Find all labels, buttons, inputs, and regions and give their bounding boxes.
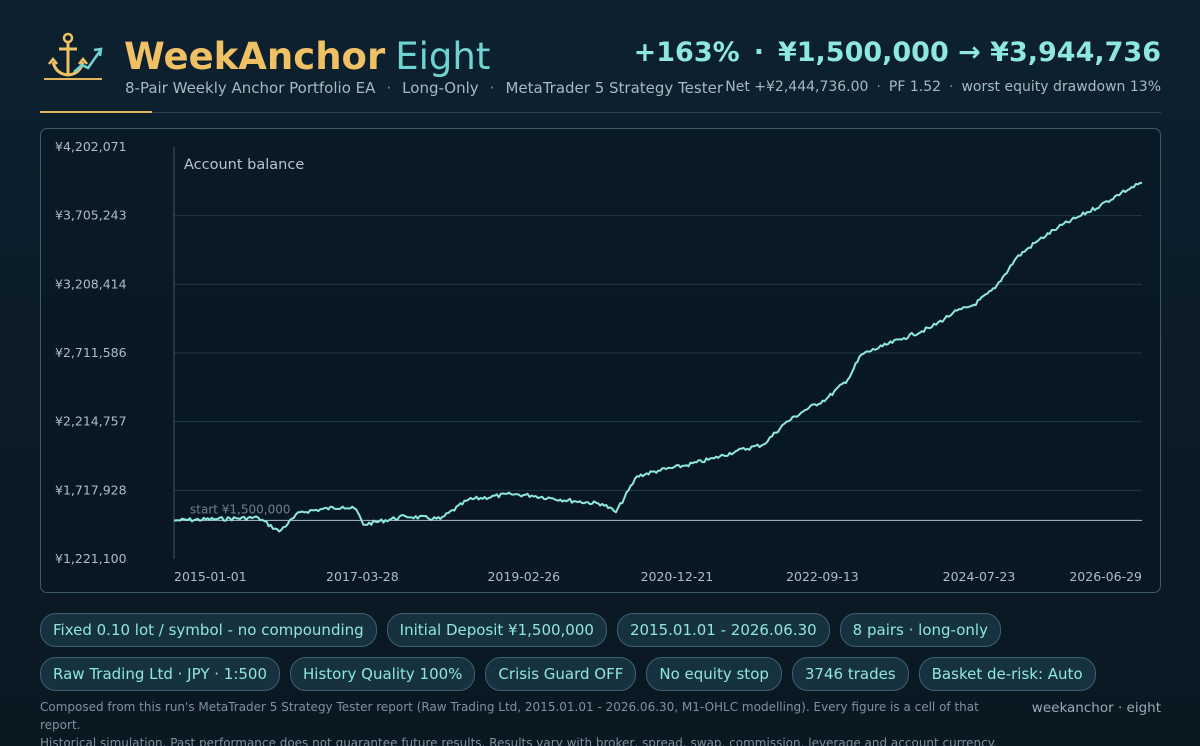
- footer-source-note: Composed from this run's MetaTrader 5 St…: [40, 700, 979, 732]
- brand-title: WeekAnchor Eight: [124, 34, 490, 80]
- tagline-separator: ·: [386, 79, 392, 97]
- tagline-separator: ·: [489, 79, 495, 97]
- y-tick-label: ¥3,705,243: [55, 208, 127, 223]
- chip-basket-derisk: Basket de-risk: Auto: [918, 657, 1096, 691]
- x-tick-label: 2026-06-29: [1069, 569, 1142, 584]
- headline-separator: ·: [753, 37, 764, 68]
- balance-series-line: [173, 181, 1143, 533]
- anchor-with-chart-arrow-icon: [44, 32, 103, 80]
- stat-separator: ·: [949, 79, 954, 95]
- brand-main: WeekAnchor: [124, 35, 386, 78]
- stat-drawdown: worst equity drawdown 13%: [961, 79, 1161, 95]
- y-tick-label: ¥3,208,414: [55, 276, 127, 291]
- x-tick-label: 2022-09-13: [786, 569, 859, 584]
- chip-row-1: Fixed 0.10 lot / symbol - no compounding…: [40, 613, 1161, 647]
- header-divider: [40, 112, 1161, 113]
- stat-pf: PF 1.52: [888, 79, 942, 95]
- y-tick-label: ¥1,221,100: [55, 551, 127, 566]
- x-tick-label: 2020-12-21: [641, 569, 714, 584]
- x-tick-label: 2017-03-28: [326, 569, 399, 584]
- summary-stats: Net +¥2,444,736.00 · PF 1.52 · worst equity …: [725, 79, 1161, 95]
- chip-crisis-guard: Crisis Guard OFF: [485, 657, 637, 691]
- tagline-mode: Long-Only: [402, 79, 479, 97]
- y-tick-label: ¥2,711,586: [55, 345, 127, 360]
- chip-test-period: 2015.01.01 - 2026.06.30: [616, 613, 830, 647]
- chip-equity-stop: No equity stop: [646, 657, 782, 691]
- chip-trades: 3746 trades: [791, 657, 909, 691]
- chip-broker: Raw Trading Ltd · JPY · 1:500: [40, 657, 281, 691]
- footer-risk-note: Historical simulation. Past performance …: [40, 736, 997, 746]
- chart-title: Account balance: [184, 157, 304, 173]
- chip-initial-deposit: Initial Deposit ¥1,500,000: [386, 613, 607, 647]
- run-settings-chips: Fixed 0.10 lot / symbol - no compounding…: [40, 613, 1161, 701]
- x-tick-label: 2019-02-26: [487, 569, 560, 584]
- y-tick-label: ¥1,717,928: [55, 482, 127, 497]
- stat-net: Net +¥2,444,736.00: [725, 79, 869, 95]
- headline-gain: +163%: [633, 37, 740, 68]
- headline-range: ¥1,500,000 → ¥3,944,736: [777, 37, 1161, 68]
- tagline-platform: MetaTrader 5 Strategy Tester: [505, 79, 723, 97]
- chip-row-2: Raw Trading Ltd · JPY · 1:500 History Qu…: [40, 657, 1161, 691]
- balance-chart: ¥1,221,100 ¥1,717,928 ¥2,214,757 ¥2,711,586…: [55, 139, 1143, 584]
- header-divider-accent: [40, 111, 152, 113]
- chip-pairs: 8 pairs · long-only: [839, 613, 1001, 647]
- footer-brand: weekanchor · eight: [1031, 700, 1161, 716]
- headline-result: +163% · ¥1,500,000 → ¥3,944,736: [634, 34, 1161, 72]
- chip-history-quality: History Quality 100%: [290, 657, 476, 691]
- tagline: 8-Pair Weekly Anchor Portfolio EA · Long-O…: [125, 79, 723, 97]
- y-tick-label: ¥2,214,757: [55, 414, 127, 429]
- brand-sub: Eight: [395, 35, 491, 78]
- chip-lot-size: Fixed 0.10 lot / symbol - no compounding: [40, 613, 377, 647]
- x-tick-label: 2024-07-23: [943, 569, 1016, 584]
- chart-panel: ¥1,221,100 ¥1,717,928 ¥2,214,757 ¥2,711,586…: [40, 128, 1161, 593]
- footer-disclaimer: Composed from this run's MetaTrader 5 St…: [40, 698, 1000, 746]
- y-tick-label: ¥4,202,071: [55, 139, 127, 154]
- start-baseline-label: start ¥1,500,000: [190, 502, 290, 516]
- stat-separator: ·: [876, 79, 881, 95]
- header: WeekAnchor Eight 8-Pair Weekly Anchor Por…: [40, 30, 1161, 114]
- tagline-product: 8-Pair Weekly Anchor Portfolio EA: [125, 79, 376, 97]
- x-tick-label: 2015-01-01: [174, 569, 247, 584]
